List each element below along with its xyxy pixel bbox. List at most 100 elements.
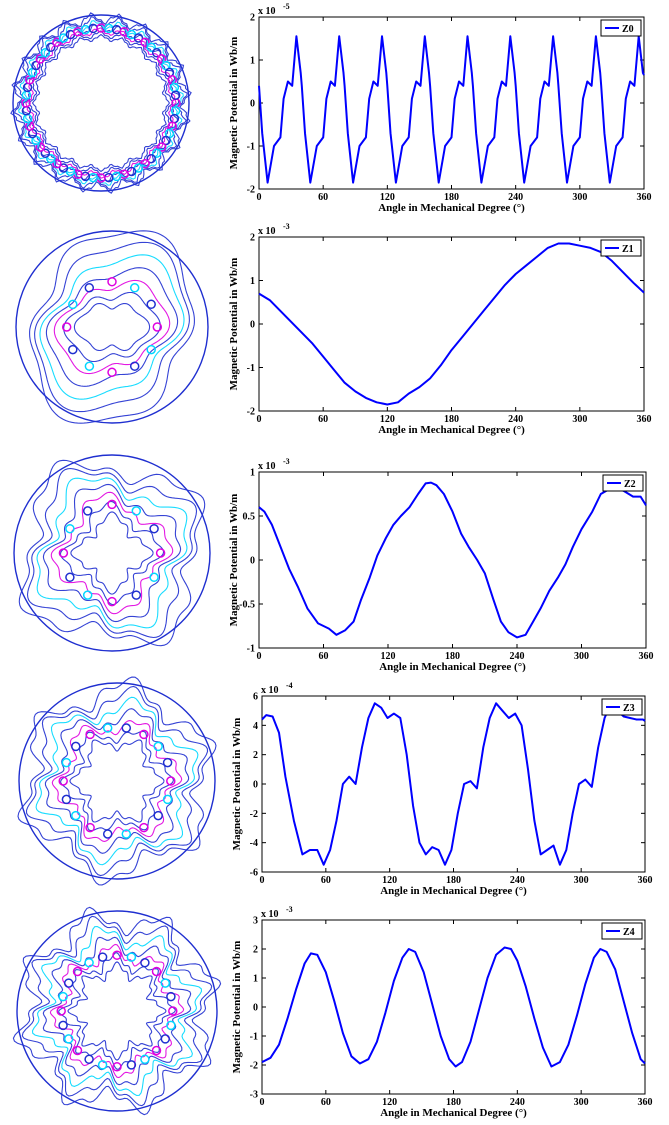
series-line-z1 bbox=[258, 242, 645, 406]
chart: 0 60 120 180 240 300 360 -2 -1 0 1 2x 10 -5 Angle in … bbox=[228, 2, 652, 214]
legend: Z2 bbox=[602, 474, 644, 492]
contour-line bbox=[25, 27, 177, 179]
air-gap-slot bbox=[102, 829, 113, 839]
air-gap-slot bbox=[160, 978, 171, 988]
flux-contour-plot bbox=[17, 676, 217, 886]
air-gap-slot bbox=[82, 506, 93, 516]
x-tick-label: 300 bbox=[574, 651, 589, 662]
contour-line bbox=[53, 279, 171, 375]
series-line-z4 bbox=[261, 946, 646, 1068]
x-axis-label: Angle in Mechanical Degree (°) bbox=[379, 661, 526, 673]
axis-exponent-power: -5 bbox=[283, 2, 290, 11]
air-gap-slot bbox=[61, 794, 72, 805]
legend-label: Z0 bbox=[622, 24, 634, 35]
air-gap-slot bbox=[72, 966, 83, 977]
air-gap-slot bbox=[153, 810, 163, 821]
x-tick-label: 180 bbox=[445, 651, 460, 662]
x-tick-label: 180 bbox=[444, 414, 459, 425]
air-gap-slot bbox=[156, 54, 167, 64]
contour-line bbox=[21, 915, 213, 1107]
contour-line bbox=[35, 696, 199, 866]
series-line-z0 bbox=[258, 35, 645, 184]
air-gap-slot bbox=[151, 148, 162, 158]
air-gap-slot bbox=[160, 1034, 171, 1044]
contour-line bbox=[44, 708, 190, 854]
air-gap-slot bbox=[84, 1054, 94, 1065]
contour-line bbox=[59, 500, 165, 606]
y-tick-label: 0.5 bbox=[243, 512, 256, 523]
air-gap-slot bbox=[139, 729, 149, 740]
air-gap-slot bbox=[168, 1006, 178, 1016]
contour-line bbox=[50, 491, 174, 615]
air-gap-slot bbox=[131, 590, 142, 600]
air-gap-slot bbox=[58, 163, 69, 173]
x-tick-label: 0 bbox=[260, 875, 265, 886]
y-tick-label: -2 bbox=[250, 1061, 258, 1072]
air-gap-slot bbox=[104, 23, 114, 34]
axis-exponent: x 10 bbox=[258, 226, 276, 237]
x-tick-label: 180 bbox=[446, 875, 461, 886]
x-tick-label: 60 bbox=[318, 192, 328, 203]
air-gap-slot bbox=[149, 523, 159, 534]
x-axis-label: Angle in Mechanical Degree (°) bbox=[378, 424, 525, 436]
air-gap-slot bbox=[40, 148, 51, 158]
flux-contour-plot bbox=[10, 12, 192, 194]
panel-z1: 0 60 120 180 240 300 360 -2 -1 0 1 2x 10 -3 Angle in … bbox=[15, 222, 652, 436]
axis-exponent-power: -4 bbox=[286, 681, 293, 690]
air-gap-slot bbox=[58, 1020, 68, 1031]
contour-line bbox=[10, 12, 192, 194]
air-gap-slot bbox=[151, 1045, 162, 1056]
axis-exponent-power: -3 bbox=[286, 905, 293, 914]
motor-outline bbox=[12, 14, 190, 192]
y-tick-label: 1 bbox=[250, 276, 255, 287]
air-gap-slot bbox=[68, 344, 78, 355]
air-gap-slot bbox=[126, 1060, 137, 1070]
air-gap-slot bbox=[68, 299, 78, 310]
air-gap-slot bbox=[162, 794, 173, 805]
contour-line bbox=[25, 685, 209, 877]
contour-line bbox=[51, 720, 183, 842]
air-gap-slot bbox=[63, 1034, 74, 1044]
air-gap-slot bbox=[107, 276, 117, 287]
air-gap-slot bbox=[149, 572, 159, 583]
y-tick-label: 1 bbox=[253, 974, 258, 985]
y-tick-label: 0 bbox=[250, 99, 255, 110]
y-axis-label: Magnetic Potential in Wb/m bbox=[231, 718, 243, 851]
contour-line bbox=[12, 906, 222, 1116]
air-gap-slot bbox=[72, 1045, 83, 1056]
x-tick-label: 60 bbox=[319, 651, 329, 662]
air-gap-slot bbox=[56, 1006, 66, 1016]
air-gap-slot bbox=[156, 142, 167, 152]
series-line-z2 bbox=[258, 481, 647, 639]
x-tick-label: 60 bbox=[321, 875, 331, 886]
air-gap-slot bbox=[129, 361, 140, 371]
air-gap-slot bbox=[161, 135, 171, 146]
y-axis-label: Magnetic Potential in Wb/m bbox=[228, 258, 240, 391]
air-gap-slot bbox=[31, 60, 41, 71]
contour-line bbox=[22, 24, 180, 182]
legend-box bbox=[602, 474, 644, 492]
axis-exponent: x 10 bbox=[258, 6, 276, 17]
x-tick-label: 120 bbox=[380, 192, 395, 203]
chart: 0 60 120 180 240 300 360 -3 -2 -1 0 1 2 3x 10 -3 Angle … bbox=[231, 905, 653, 1119]
y-tick-label: 1 bbox=[250, 468, 255, 479]
y-tick-label: 6 bbox=[253, 692, 258, 703]
air-gap-slot bbox=[140, 957, 150, 968]
x-tick-label: 300 bbox=[574, 875, 589, 886]
x-tick-label: 360 bbox=[637, 192, 652, 203]
x-tick-label: 0 bbox=[257, 651, 262, 662]
flux-contour-plot bbox=[13, 454, 211, 652]
x-tick-label: 240 bbox=[510, 875, 525, 886]
x-tick-label: 180 bbox=[446, 1097, 461, 1108]
plot-area bbox=[258, 16, 645, 190]
contour-line bbox=[29, 230, 195, 424]
contour-line bbox=[31, 33, 170, 173]
x-tick-label: 120 bbox=[382, 1097, 397, 1108]
legend: Z4 bbox=[601, 922, 643, 940]
y-axis-label: Magnetic Potential in Wb/m bbox=[228, 37, 240, 170]
contour-line bbox=[67, 961, 167, 1061]
y-tick-label: -0.5 bbox=[239, 600, 255, 611]
air-gap-slot bbox=[107, 499, 117, 510]
legend-label: Z3 bbox=[623, 703, 635, 714]
y-tick-label: 0 bbox=[250, 320, 255, 331]
